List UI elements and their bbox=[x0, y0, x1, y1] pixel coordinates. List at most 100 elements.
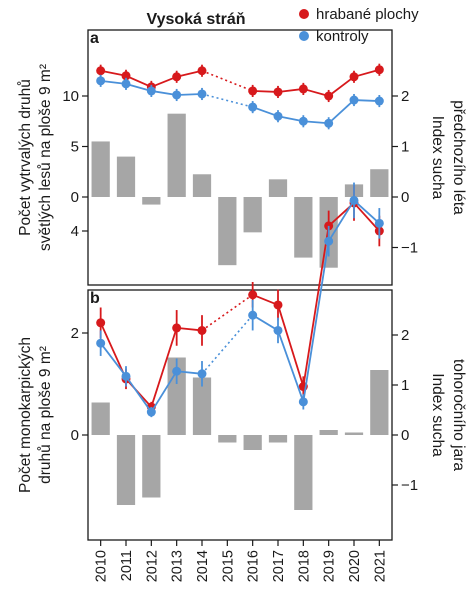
right-tick-label: 0 bbox=[401, 427, 409, 444]
series-gap-dotted bbox=[201, 294, 254, 332]
x-tick-label: 2020 bbox=[347, 550, 363, 582]
drought-bar-a bbox=[91, 141, 110, 197]
data-point bbox=[298, 397, 308, 407]
x-tick-label: 2019 bbox=[322, 550, 338, 582]
data-point bbox=[96, 338, 106, 348]
series-gap-dotted bbox=[201, 70, 253, 92]
drought-bar-a bbox=[243, 197, 262, 233]
drought-bar-b bbox=[167, 357, 186, 435]
drought-bar-b bbox=[116, 435, 136, 505]
drought-bar-a bbox=[167, 113, 186, 197]
panel-frame-b bbox=[87, 289, 393, 541]
drought-bar-b bbox=[218, 435, 237, 443]
data-point bbox=[374, 65, 384, 75]
drought-bar-b bbox=[319, 430, 338, 435]
left-tick-label: 2 bbox=[71, 325, 79, 342]
data-point bbox=[298, 84, 308, 94]
series-gap-dotted bbox=[201, 314, 254, 375]
data-point bbox=[96, 76, 106, 86]
x-tick-label: 2010 bbox=[94, 550, 110, 582]
drought-bar-b bbox=[142, 435, 161, 498]
data-point bbox=[273, 325, 283, 335]
ylabel-right-b: Index sucha bbox=[429, 373, 446, 457]
data-point bbox=[197, 66, 207, 76]
ylabel-right-b: tohoročního jara bbox=[450, 359, 467, 471]
chart-title: Vysoká stráň bbox=[146, 11, 245, 28]
data-point bbox=[172, 72, 182, 82]
ylabel-left-a: světlých lesů na ploše 9 m² bbox=[37, 64, 54, 251]
drought-bar-b bbox=[243, 435, 262, 450]
panel-letter-b: b bbox=[90, 290, 100, 307]
left-tick-label: 0 bbox=[71, 427, 79, 444]
series-line-segment bbox=[151, 75, 177, 88]
drought-bar-b bbox=[294, 435, 313, 510]
drought-bar-a bbox=[192, 174, 212, 197]
drought-bar-a bbox=[142, 197, 161, 205]
series-line-segment bbox=[252, 314, 279, 332]
drought-bar-a bbox=[116, 156, 136, 197]
left-tick-label: 10 bbox=[62, 88, 79, 105]
x-tick-label: 2021 bbox=[372, 550, 388, 582]
legend-label-hrabane: hrabané plochy bbox=[316, 6, 419, 23]
series-line-segment bbox=[277, 304, 305, 387]
series-line-segment bbox=[150, 327, 178, 408]
ylabel-right-a: předchozího léta bbox=[450, 100, 467, 215]
series-line-segment bbox=[328, 76, 355, 97]
right-tick-label: 2 bbox=[401, 88, 409, 105]
data-point bbox=[96, 318, 106, 328]
data-point bbox=[248, 310, 258, 320]
x-tick-label: 2013 bbox=[170, 550, 186, 582]
series-line-segment bbox=[328, 99, 355, 124]
series-line-segment bbox=[252, 293, 279, 306]
right-tick-label: 0 bbox=[401, 189, 409, 206]
legend: hrabané plochy kontroly bbox=[299, 6, 419, 45]
drought-bar-b bbox=[192, 377, 212, 435]
data-point bbox=[248, 102, 258, 112]
data-point bbox=[197, 89, 207, 99]
drought-bar-b bbox=[268, 435, 288, 443]
drought-bar-a bbox=[294, 197, 313, 258]
data-point bbox=[273, 111, 283, 121]
left-tick-label: 4 bbox=[71, 223, 79, 240]
x-tick-label: 2011 bbox=[119, 550, 135, 581]
series-line-segment bbox=[353, 199, 380, 225]
series-line-segment bbox=[125, 74, 152, 88]
data-point bbox=[374, 96, 384, 106]
right-tick-label: 2 bbox=[401, 327, 409, 344]
data-point bbox=[197, 325, 207, 335]
data-point bbox=[248, 290, 258, 300]
data-point bbox=[324, 236, 334, 246]
data-point bbox=[121, 371, 131, 381]
right-tick-label: 1 bbox=[401, 377, 409, 394]
data-point bbox=[248, 86, 258, 96]
legend-label-kontroly: kontroly bbox=[316, 28, 369, 45]
data-point bbox=[121, 71, 131, 81]
data-point bbox=[349, 95, 359, 105]
x-tick-label: 2016 bbox=[246, 550, 262, 582]
data-point bbox=[349, 72, 359, 82]
series-line-segment bbox=[99, 342, 127, 377]
series-line-segment bbox=[277, 330, 305, 403]
data-point bbox=[146, 86, 156, 96]
data-point bbox=[273, 300, 283, 310]
data-point bbox=[172, 323, 182, 333]
data-point bbox=[172, 366, 182, 376]
x-tick-label: 2017 bbox=[271, 550, 287, 582]
drought-bar-b bbox=[91, 402, 110, 435]
series-gap-dotted bbox=[201, 93, 253, 108]
left-tick-label: 5 bbox=[71, 139, 79, 156]
drought-bar-b bbox=[344, 432, 364, 435]
x-tick-label: 2012 bbox=[144, 550, 160, 582]
data-point bbox=[324, 91, 334, 101]
right-tick-label: 1 bbox=[401, 139, 409, 156]
panel-a: 0 5 10 −1 0 1 2 Počet vytrvalých druhů světlých … bbox=[17, 29, 467, 286]
series-line-segment bbox=[302, 225, 330, 387]
data-point bbox=[172, 90, 182, 100]
x-tick-label: 2015 bbox=[220, 550, 236, 582]
series-line-segment bbox=[302, 241, 330, 402]
series-line-segment bbox=[327, 199, 355, 242]
legend-marker-hrabane bbox=[299, 9, 309, 19]
ylabel-left-b: druhů na ploše 9 m² bbox=[37, 346, 54, 484]
data-point bbox=[197, 369, 207, 379]
